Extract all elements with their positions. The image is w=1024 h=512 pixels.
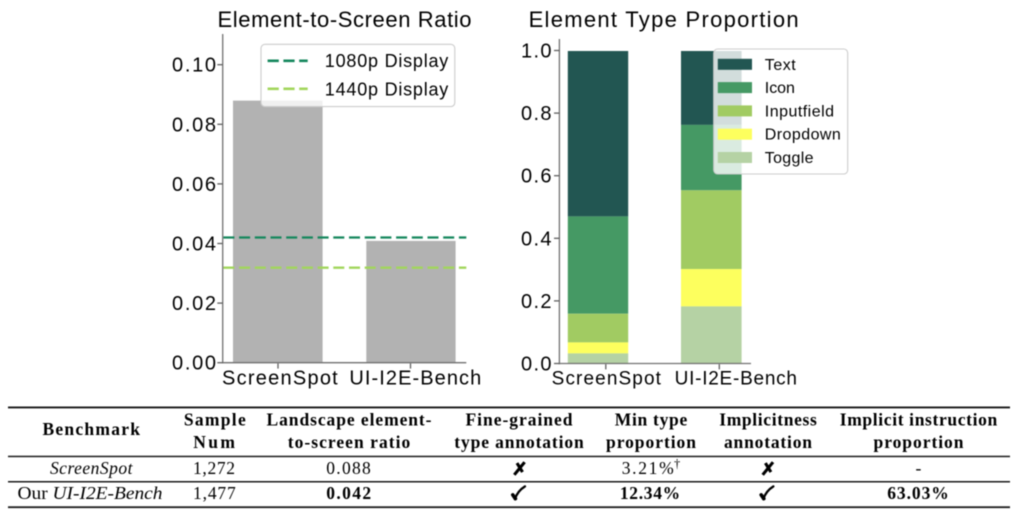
svg-text:proportion: proportion — [606, 432, 696, 452]
svg-text:Our UI-I2E-Bench: Our UI-I2E-Bench — [18, 483, 163, 503]
svg-text:type annotation: type annotation — [454, 432, 584, 452]
svg-text:Element Type Proportion: Element Type Proportion — [529, 7, 799, 32]
svg-text:0.042: 0.042 — [326, 483, 371, 503]
svg-text:ScreenSpot: ScreenSpot — [552, 369, 662, 390]
svg-text:0.088: 0.088 — [326, 458, 371, 478]
svg-text:0.6: 0.6 — [521, 166, 552, 188]
svg-text:Implicit instruction: Implicit instruction — [840, 409, 998, 429]
svg-text:1080p Display: 1080p Display — [325, 51, 449, 71]
svg-text:0.02: 0.02 — [172, 293, 216, 315]
svg-text:0.06: 0.06 — [172, 174, 216, 196]
svg-text:Sample: Sample — [184, 409, 246, 429]
svg-text:Element-to-Screen Ratio: Element-to-Screen Ratio — [218, 7, 472, 32]
svg-text:proportion: proportion — [874, 432, 964, 452]
svg-text:1.0: 1.0 — [521, 41, 552, 63]
svg-text:Landscape element-: Landscape element- — [267, 409, 432, 429]
svg-text:12.34%: 12.34% — [620, 483, 680, 503]
svg-text:-: - — [915, 458, 921, 478]
svg-text:Fine-grained: Fine-grained — [466, 409, 573, 429]
svg-text:3.21%: 3.21% — [622, 458, 674, 478]
svg-text:Benchmark: Benchmark — [42, 419, 140, 439]
svg-text:UI-I2E-Bench: UI-I2E-Bench — [349, 368, 481, 390]
svg-text:to-screen ratio: to-screen ratio — [288, 432, 411, 452]
svg-text:0.8: 0.8 — [521, 103, 552, 125]
svg-text:Inputfield: Inputfield — [765, 103, 834, 120]
svg-text:Num: Num — [193, 432, 235, 452]
svg-text:0.08: 0.08 — [172, 114, 216, 136]
svg-text:0.4: 0.4 — [521, 228, 552, 250]
svg-text:UI-I2E-Bench: UI-I2E-Bench — [675, 369, 797, 390]
svg-text:Toggle: Toggle — [765, 150, 814, 167]
svg-text:ScreenSpot: ScreenSpot — [222, 368, 338, 390]
svg-text:63.03%: 63.03% — [887, 483, 949, 503]
svg-text:1,477: 1,477 — [193, 483, 236, 503]
svg-text:†: † — [674, 457, 680, 471]
svg-text:Text: Text — [765, 57, 796, 74]
svg-text:Min type: Min type — [615, 409, 688, 429]
svg-text:1440p Display: 1440p Display — [325, 79, 449, 99]
svg-text:Implicitness: Implicitness — [719, 409, 817, 429]
svg-text:Icon: Icon — [765, 80, 795, 97]
svg-text:0.0: 0.0 — [521, 354, 552, 376]
svg-text:0.10: 0.10 — [172, 55, 216, 77]
svg-text:ScreenSpot: ScreenSpot — [50, 458, 134, 478]
svg-text:annotation: annotation — [724, 432, 812, 452]
svg-text:0.2: 0.2 — [521, 291, 552, 313]
svg-text:0.00: 0.00 — [172, 353, 216, 375]
svg-text:1,272: 1,272 — [193, 458, 235, 478]
svg-text:0.04: 0.04 — [172, 234, 216, 256]
svg-text:Dropdown: Dropdown — [765, 127, 841, 144]
